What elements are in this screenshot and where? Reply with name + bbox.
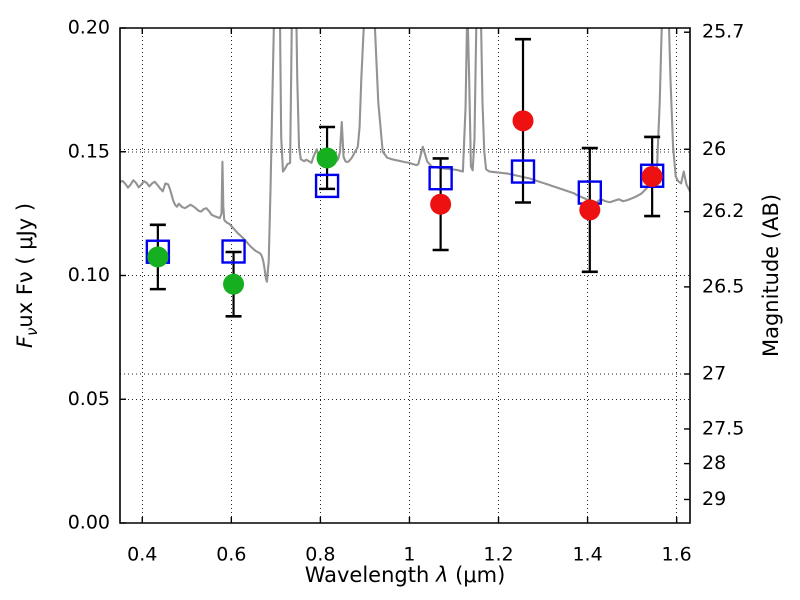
model-square-marker <box>314 173 340 199</box>
x-tick-label: 0.8 <box>305 544 335 566</box>
x-axis-title: Wavelength λ (μm) <box>305 563 506 587</box>
y-axis-title-right: Magnitude (AB) <box>759 194 783 357</box>
data-point-observed-red <box>512 110 534 132</box>
data-point-observed-green <box>223 273 245 295</box>
model-spectrum-curve <box>120 28 690 283</box>
x-tick-label: 0.4 <box>127 544 157 566</box>
model-square-marker <box>510 159 536 184</box>
y-tick-label-left: 0.20 <box>68 17 110 39</box>
x-tick-label: 1 <box>403 544 415 566</box>
data-point-observed-green <box>316 147 338 169</box>
x-tick-label: 1.4 <box>572 544 602 566</box>
y-tick-label-right: 28 <box>702 452 726 474</box>
y-tick-label-right: 26.5 <box>702 275 744 297</box>
y-tick-label-right: 25.7 <box>702 21 744 43</box>
axes-frame <box>119 27 691 524</box>
y-tick-label-right: 26.2 <box>702 200 744 222</box>
y-tick-label-left: 0.05 <box>68 388 110 410</box>
data-point-observed-green <box>147 246 169 268</box>
model-square-marker <box>221 239 246 264</box>
x-tick-label: 1.6 <box>662 544 692 566</box>
y-tick-label-right: 27 <box>702 363 726 385</box>
x-tick-label: 1.2 <box>483 544 513 566</box>
model-square-marker <box>428 166 453 191</box>
y-tick-label-left: 0.00 <box>68 512 110 534</box>
y-tick-label-right: 26 <box>702 138 726 160</box>
y-tick-label-right: 27.5 <box>702 417 744 439</box>
y-tick-label-left: 0.10 <box>68 264 110 286</box>
y-tick-label-right: 29 <box>702 488 726 510</box>
y-axis-title-left: Fνux Fν ( μJy ) <box>13 203 41 348</box>
y-tick-label-left: 0.15 <box>68 140 110 162</box>
data-point-observed-red <box>641 166 663 187</box>
data-point-observed-red <box>430 193 452 215</box>
data-point-observed-red <box>579 199 601 221</box>
x-tick-label: 0.6 <box>216 544 246 566</box>
